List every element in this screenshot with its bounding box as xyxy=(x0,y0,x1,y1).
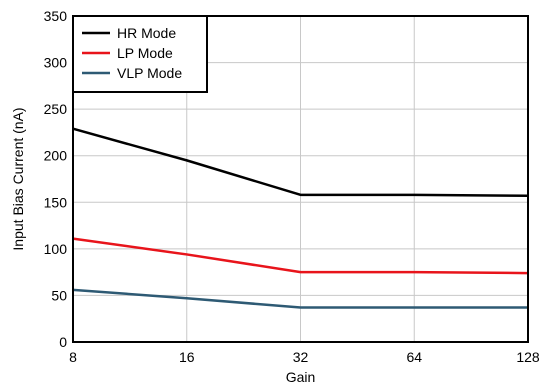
x-tick-label: 16 xyxy=(179,349,195,365)
y-tick-label: 50 xyxy=(51,287,67,303)
x-tick-label: 32 xyxy=(293,349,309,365)
series-layer xyxy=(72,127,529,309)
y-tick-label: 200 xyxy=(44,148,68,164)
y-axis-title: Input Bias Current (nA) xyxy=(10,107,26,250)
y-tick-label: 0 xyxy=(59,334,67,350)
x-tick-label: 64 xyxy=(406,349,422,365)
legend-label: LP Mode xyxy=(117,45,173,61)
legend-label: VLP Mode xyxy=(117,65,182,81)
series-line-hr-mode xyxy=(72,127,529,198)
y-tick-label: 250 xyxy=(44,101,68,117)
x-tick-label: 8 xyxy=(69,349,77,365)
tick-labels: 0 50 100 150 200 250 300 350 8 16 32 64 128 xyxy=(44,8,540,365)
y-tick-label: 100 xyxy=(44,241,68,257)
legend: HR Mode LP Mode VLP Mode xyxy=(72,15,208,93)
y-tick-label: 150 xyxy=(44,194,68,210)
x-axis-title: Gain xyxy=(286,369,316,385)
y-tick-label: 350 xyxy=(44,8,68,24)
series-line-vlp-mode xyxy=(72,288,528,309)
x-tick-label: 128 xyxy=(516,349,540,365)
y-tick-label: 300 xyxy=(44,55,68,71)
plot-frame xyxy=(72,15,529,343)
series-line-lp-mode xyxy=(72,237,529,275)
legend-label: HR Mode xyxy=(117,25,176,41)
